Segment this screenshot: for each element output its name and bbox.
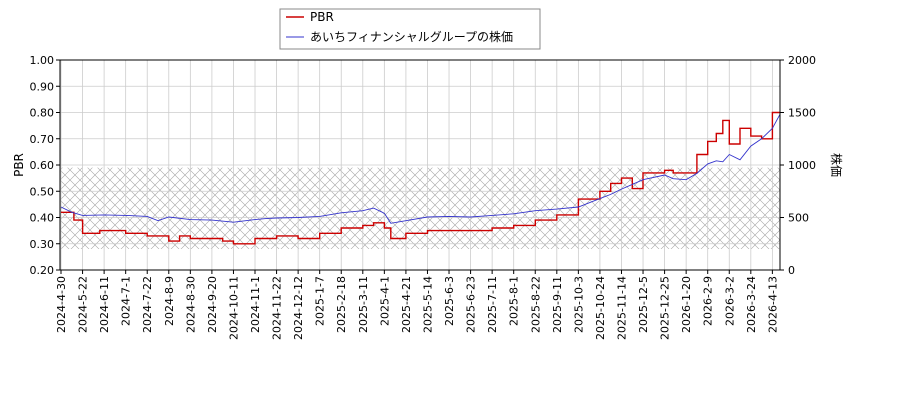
series-group <box>60 111 780 245</box>
x-tick-label: 2025-10-24 <box>594 276 607 340</box>
x-tick-label: 2025-8-22 <box>529 276 542 333</box>
x-tick-label: 2025-11-14 <box>615 276 628 340</box>
y-left-tick-label: 0.70 <box>30 133 55 146</box>
x-tick-label: 2026-3-24 <box>745 276 758 333</box>
y-axis-right: 0 500 1000 1500 2000 <box>780 54 816 277</box>
x-tick-label: 2025-5-14 <box>421 276 434 333</box>
x-tick-label: 2025-6-23 <box>465 276 478 333</box>
x-tick-label: 2025-1-7 <box>314 276 327 326</box>
series-line-pbr <box>61 111 780 245</box>
y-left-tick-label: 0.60 <box>30 159 55 172</box>
x-tick-label: 2026-3-2 <box>723 276 736 326</box>
x-tick-label: 2026-2-9 <box>702 276 715 326</box>
y-right-tick-label: 500 <box>788 212 809 225</box>
x-tick-label: 2024-12-12 <box>292 276 305 340</box>
series-line-stock-price <box>60 113 780 224</box>
y-right-label: 株価 <box>829 153 844 177</box>
x-tick-label: 2024-7-1 <box>120 276 133 326</box>
y-left-label: PBR <box>12 153 26 177</box>
x-tick-label: 2024-11-22 <box>271 276 284 340</box>
y-left-tick-label: 0.90 <box>30 80 55 93</box>
x-tick-label: 2024-9-20 <box>206 276 219 333</box>
x-tick-label: 2025-12-25 <box>659 276 672 340</box>
y-left-tick-label: 0.20 <box>30 264 55 277</box>
y-left-tick-label: 0.40 <box>30 212 55 225</box>
y-left-tick-label: 0.30 <box>30 238 55 251</box>
y-left-tick-label: 0.50 <box>30 185 55 198</box>
hatched-band <box>60 167 780 249</box>
x-tick-label: 2024-11-1 <box>249 276 262 333</box>
x-tick-label: 2025-7-11 <box>486 276 499 333</box>
x-tick-label: 2024-5-22 <box>77 276 90 333</box>
x-tick-label: 2025-6-3 <box>443 276 456 326</box>
x-tick-label: 2024-4-30 <box>55 276 68 333</box>
x-tick-label: 2025-9-11 <box>551 276 564 333</box>
x-axis: 2024-4-30 2024-5-22 2024-6-11 2024-7-1 2024-… <box>55 270 779 340</box>
x-tick-label: 2025-10-3 <box>572 276 585 333</box>
legend-box <box>279 8 541 50</box>
x-tick-label: 2025-12-5 <box>637 276 650 333</box>
x-tick-label: 2024-7-22 <box>141 276 154 333</box>
y-left-tick-label: 0.80 <box>30 107 55 120</box>
y-right-tick-label: 1500 <box>788 107 816 120</box>
legend-label-stock-price: あいちフィナンシャルグループの株価 <box>310 29 513 44</box>
legend-label-pbr: PBR <box>310 10 334 24</box>
x-tick-label: 2025-4-1 <box>378 276 391 326</box>
y-right-tick-label: 0 <box>788 264 795 277</box>
legend: PBR あいちフィナンシャルグループの株価 <box>279 8 541 50</box>
x-tick-label: 2024-10-11 <box>227 276 240 340</box>
x-tick-label: 2026-1-20 <box>680 276 693 333</box>
x-tick-label: 2025-4-21 <box>400 276 413 333</box>
x-tick-label: 2024-8-30 <box>184 276 197 333</box>
y-right-tick-label: 2000 <box>788 54 816 67</box>
x-tick-label: 2025-3-11 <box>357 276 370 333</box>
y-right-tick-label: 1000 <box>788 159 816 172</box>
x-tick-label: 2024-6-11 <box>98 276 111 333</box>
x-tick-label: 2025-8-1 <box>508 276 521 326</box>
x-tick-label: 2026-4-13 <box>766 276 779 333</box>
y-left-tick-label: 1.00 <box>30 54 55 67</box>
y-axis-left: 0.20 0.30 0.40 0.50 0.60 0.70 0.80 0.90 1.00 <box>30 54 60 277</box>
x-tick-label: 2024-8-9 <box>163 276 176 326</box>
x-tick-label: 2025-2-18 <box>335 276 348 333</box>
